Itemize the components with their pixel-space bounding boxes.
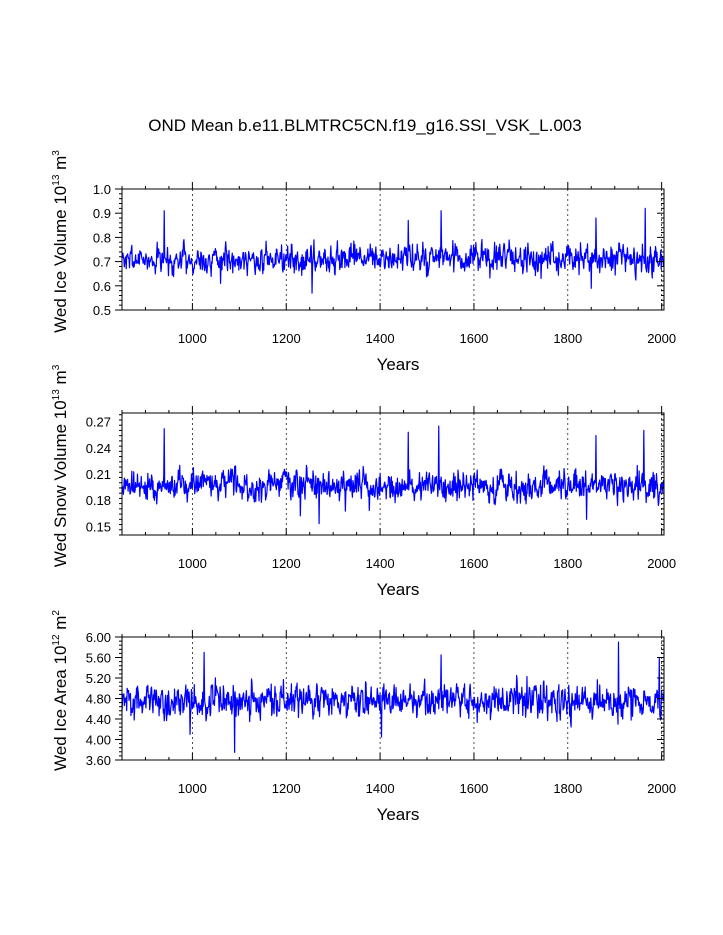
panel-wed-snow-volume: 1000 1200 1400 1600 1800 2000 0.15 0.18 0.21 0.24… (51, 364, 676, 599)
y-tick-label: 0.7 (93, 255, 111, 270)
x-tick-label: 1000 (178, 556, 207, 571)
y-axis-label-text: Wed Ice Volume (51, 205, 70, 333)
y-tick-label: 5.60 (86, 651, 111, 666)
x-tick-label: 1000 (178, 331, 207, 346)
x-tick-label: 2000 (647, 331, 676, 346)
y-axis-unit-part: m (51, 370, 70, 389)
y-tick-label: 3.60 (86, 753, 111, 768)
x-tick-label: 1800 (553, 331, 582, 346)
y-tick-label: 4.80 (86, 692, 111, 707)
y-tick-label: 0.18 (86, 493, 111, 508)
panels: 1000 1200 1400 1600 1800 2000 0.5 0.6 0.7 0.8 0.9 1… (51, 150, 676, 824)
y-axis-label: Wed Snow Volume 1013 m3 (51, 364, 70, 567)
y-tick-label: 4.00 (86, 733, 111, 748)
y-axis-label-text: Wed Ice Area (51, 665, 70, 771)
y-axis-unit-part: 10 (51, 646, 70, 665)
x-tick-label: 1400 (366, 556, 395, 571)
y-axis-unit-part: 2 (51, 610, 62, 616)
y-axis-unit-part: 13 (51, 174, 62, 186)
y-axis-unit-part: 10 (51, 186, 70, 205)
y-axis-label-text: Wed Snow Volume (51, 419, 70, 567)
series-line (121, 641, 665, 753)
y-axis-unit-part: 12 (51, 634, 62, 646)
y-tick-label: 0.24 (86, 441, 111, 456)
y-tick-label: 0.9 (93, 206, 111, 221)
y-axis-label: Wed Ice Volume 1013 m3 (51, 150, 70, 333)
y-tick-label: 4.40 (86, 712, 111, 727)
x-tick-label: 2000 (647, 781, 676, 796)
x-tick-label: 1200 (272, 331, 301, 346)
x-tick-label: 1200 (272, 781, 301, 796)
series-line (121, 425, 665, 525)
x-tick-label: 1800 (553, 781, 582, 796)
y-axis-unit-part: 3 (51, 150, 62, 156)
x-tick-label: 1600 (459, 781, 488, 796)
plot-frame (121, 412, 665, 536)
x-tick-label: 1800 (553, 556, 582, 571)
plot-frame (121, 188, 665, 311)
y-axis-label: Wed Ice Area 1012 m2 (51, 610, 70, 771)
y-axis-unit-part: 13 (51, 389, 62, 401)
y-tick-label: 0.8 (93, 230, 111, 245)
x-axis-label: Years (377, 580, 420, 599)
x-tick-label: 1000 (178, 781, 207, 796)
panel-wed-ice-area: 1000 1200 1400 1600 1800 2000 3.60 4.00 4.40 4.80… (51, 610, 676, 824)
chart-title: OND Mean b.e11.BLMTRC5CN.f19_g16.SSI_VSK… (148, 116, 581, 135)
y-tick-label: 0.6 (93, 279, 111, 294)
y-tick-label: 6.00 (86, 630, 111, 645)
x-axis-label: Years (377, 355, 420, 374)
x-tick-label: 1400 (366, 331, 395, 346)
y-axis-unit-part: m (51, 156, 70, 175)
y-tick-label: 0.15 (86, 519, 111, 534)
y-axis-unit-part: m (51, 616, 70, 635)
panel-wed-ice-volume: 1000 1200 1400 1600 1800 2000 0.5 0.6 0.7 0.8 0.9 1… (51, 150, 676, 374)
y-tick-label: 0.5 (93, 303, 111, 318)
series-line (121, 207, 665, 294)
y-tick-label: 0.27 (86, 415, 111, 430)
y-tick-label: 1.0 (93, 182, 111, 197)
y-tick-label: 5.20 (86, 671, 111, 686)
x-axis-label: Years (377, 805, 420, 824)
y-tick-label: 0.21 (86, 467, 111, 482)
x-tick-label: 1200 (272, 556, 301, 571)
x-tick-label: 2000 (647, 556, 676, 571)
y-axis-unit-part: 3 (51, 364, 62, 370)
y-axis-unit-part: 10 (51, 400, 70, 419)
x-tick-label: 1600 (459, 556, 488, 571)
x-tick-label: 1400 (366, 781, 395, 796)
x-tick-label: 1600 (459, 331, 488, 346)
